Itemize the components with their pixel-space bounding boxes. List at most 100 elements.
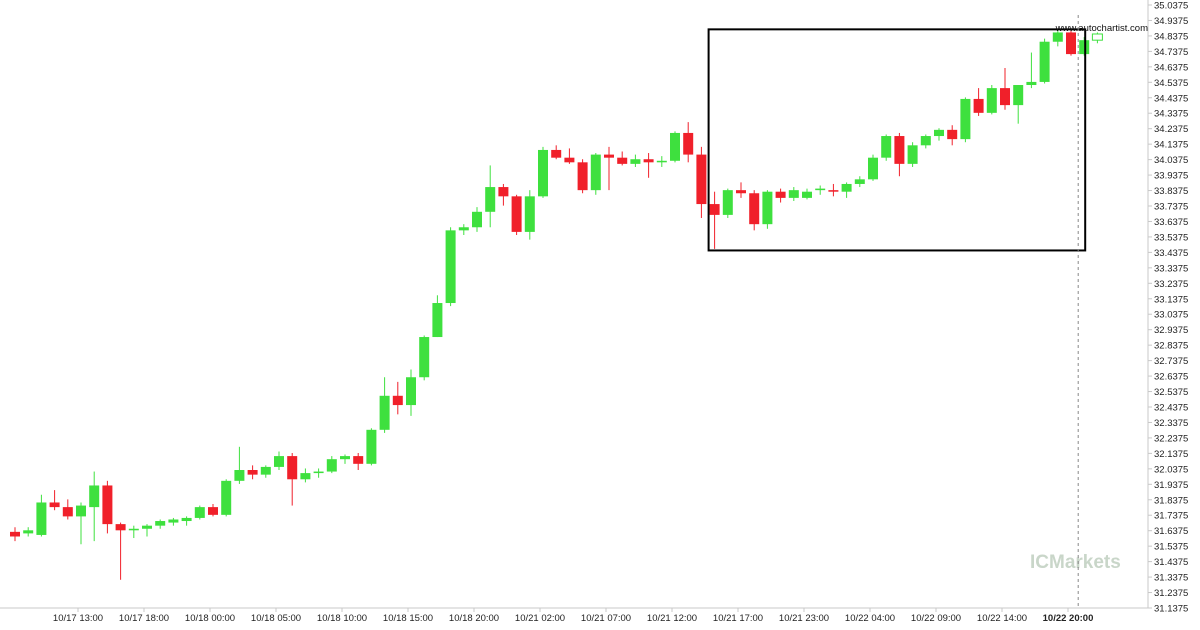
y-tick-label: 34.3375 bbox=[1154, 109, 1188, 120]
candle-body bbox=[432, 303, 443, 338]
y-tick-label: 33.7375 bbox=[1154, 202, 1188, 213]
candle bbox=[868, 154, 878, 181]
candle-body bbox=[115, 524, 126, 531]
candle bbox=[934, 128, 944, 141]
candles-layer bbox=[10, 29, 1103, 580]
candle bbox=[392, 381, 403, 415]
x-tick-label: 10/22 20:00 bbox=[1043, 613, 1094, 624]
candle-body bbox=[142, 525, 152, 529]
candle-body bbox=[155, 521, 166, 526]
candle bbox=[749, 190, 760, 231]
candle-body bbox=[960, 98, 971, 140]
candle bbox=[102, 480, 113, 534]
candle-body bbox=[683, 132, 694, 155]
candle-body bbox=[656, 160, 667, 163]
x-tick-label: 10/21 12:00 bbox=[647, 613, 697, 624]
candle-body bbox=[775, 191, 786, 198]
y-tick-label: 32.5375 bbox=[1154, 387, 1188, 398]
x-tick-label: 10/18 10:00 bbox=[317, 613, 367, 624]
candle-body bbox=[722, 190, 733, 215]
candle-body bbox=[788, 190, 799, 198]
candle-body bbox=[617, 157, 628, 164]
candle-body bbox=[406, 377, 416, 406]
y-tick-label: 34.6375 bbox=[1154, 62, 1188, 73]
candle bbox=[10, 527, 20, 542]
candle bbox=[881, 134, 892, 161]
candle bbox=[815, 185, 826, 195]
candle-body bbox=[709, 204, 720, 215]
y-tick-label: 31.8375 bbox=[1154, 495, 1188, 506]
y-tick-label: 33.8375 bbox=[1154, 186, 1188, 197]
candle bbox=[1052, 29, 1063, 47]
candle-body bbox=[934, 129, 944, 137]
candle-body bbox=[168, 519, 179, 523]
candle bbox=[1091, 32, 1103, 44]
candle bbox=[538, 146, 548, 198]
candle bbox=[313, 468, 324, 478]
candle bbox=[1079, 37, 1090, 56]
candle-body bbox=[485, 187, 496, 212]
candle bbox=[128, 525, 139, 539]
candle bbox=[181, 516, 192, 526]
candle-body bbox=[128, 528, 139, 531]
x-tick-label: 10/21 07:00 bbox=[581, 613, 631, 624]
candle-body bbox=[986, 88, 997, 113]
candle bbox=[340, 454, 350, 464]
candle bbox=[696, 146, 707, 218]
candle bbox=[670, 131, 680, 163]
candle bbox=[947, 125, 958, 146]
candle bbox=[115, 522, 126, 580]
candle bbox=[551, 145, 562, 160]
candle bbox=[590, 153, 601, 195]
y-tick-label: 32.9375 bbox=[1154, 325, 1188, 336]
y-tick-label: 32.2375 bbox=[1154, 433, 1188, 444]
candle bbox=[775, 188, 786, 203]
candle-body bbox=[76, 505, 86, 517]
candle bbox=[854, 176, 865, 188]
candle-body bbox=[841, 183, 852, 192]
candle bbox=[709, 191, 720, 249]
candle bbox=[920, 134, 931, 149]
candle-body bbox=[630, 159, 641, 164]
y-tick-label: 31.2375 bbox=[1154, 588, 1188, 599]
candle bbox=[973, 88, 984, 116]
candle-body bbox=[907, 145, 918, 164]
y-tick-label: 31.4375 bbox=[1154, 557, 1188, 568]
candle-body bbox=[287, 456, 298, 480]
candle-body bbox=[181, 517, 192, 522]
y-tick-label: 34.5375 bbox=[1154, 78, 1188, 89]
candle bbox=[630, 154, 641, 167]
candle-body bbox=[881, 136, 892, 158]
candle-body bbox=[458, 227, 469, 231]
candle bbox=[62, 499, 73, 520]
candle-body bbox=[366, 429, 377, 464]
candle bbox=[960, 97, 971, 143]
y-axis-ticks: 35.0375 34.9375 34.8375 34.7375 34.6375 34.53… bbox=[1148, 1, 1188, 615]
candle bbox=[604, 146, 614, 191]
candle-body bbox=[604, 154, 614, 158]
candle bbox=[155, 519, 166, 529]
candle bbox=[498, 183, 509, 206]
y-tick-label: 31.9375 bbox=[1154, 480, 1188, 491]
y-tick-label: 33.2375 bbox=[1154, 279, 1188, 290]
candle bbox=[907, 142, 918, 167]
candle-body bbox=[379, 395, 390, 430]
candle bbox=[406, 369, 416, 416]
candle-body bbox=[524, 196, 535, 232]
candle bbox=[76, 502, 86, 545]
candle-body bbox=[313, 471, 324, 474]
y-tick-label: 31.3375 bbox=[1154, 573, 1188, 584]
candle bbox=[274, 451, 284, 471]
candle bbox=[23, 527, 34, 537]
candle bbox=[656, 156, 667, 167]
x-tick-label: 10/21 17:00 bbox=[713, 613, 763, 624]
x-tick-label: 10/17 18:00 bbox=[119, 613, 169, 624]
candle-body bbox=[1026, 81, 1037, 86]
candle bbox=[353, 452, 364, 471]
x-tick-label: 10/22 09:00 bbox=[911, 613, 961, 624]
candle-body bbox=[208, 507, 218, 515]
candle-body bbox=[1079, 40, 1090, 55]
candle-body bbox=[815, 188, 826, 191]
candle bbox=[366, 428, 377, 466]
